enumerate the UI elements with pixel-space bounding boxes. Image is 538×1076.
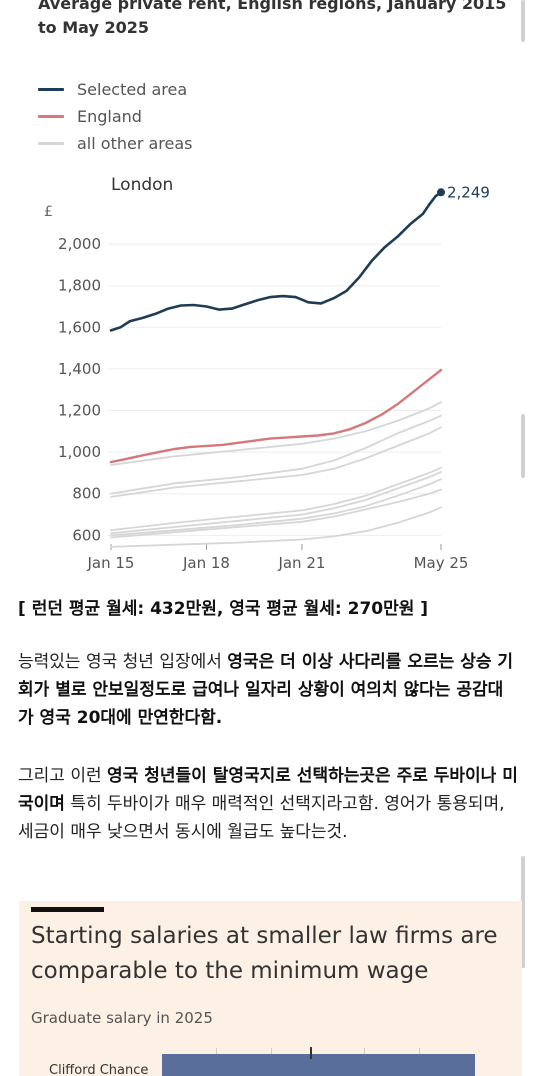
chart-legend: Selected area England all other areas xyxy=(38,76,193,157)
legend-item-england: England xyxy=(38,103,193,130)
legend-swatch-england xyxy=(38,115,64,118)
y-tick-label: 600 xyxy=(72,526,101,544)
paragraph-1-text: 능력있는 영국 청년 입장에서 xyxy=(18,652,228,672)
series-line-england xyxy=(109,368,443,464)
x-tick-label: Jan 15 xyxy=(87,554,135,572)
series-line-other xyxy=(110,401,442,466)
gridlines xyxy=(108,243,442,550)
rent-line-chart: 600 800 1,000 1,200 1,400 1,600 1,800 2,000 Jan… xyxy=(44,175,490,572)
rent-caption: [ 런던 평균 월세: 432만원, 영국 평균 월세: 270만원 ] xyxy=(18,599,429,619)
paragraph-2-bold: 영국 청년들이 탈영국지로 선택하는곳은 주로 두바이나 미국이며 xyxy=(18,766,518,814)
chart-title: Average private rent, English regions, J… xyxy=(38,0,507,37)
y-axis-labels: 600 800 1,000 1,200 1,400 1,600 1,800 2,000 xyxy=(58,235,101,544)
x-tick-label: Jan 18 xyxy=(182,554,230,572)
series-line-other xyxy=(110,506,442,548)
legend-item-other: all other areas xyxy=(38,130,193,157)
salary-chart-card: Starting salaries at smaller law firms a… xyxy=(19,901,522,1076)
paragraph-2: 그리고 이런 영국 청년들이 탈영국지로 선택하는곳은 주로 두바이나 미국이며… xyxy=(18,762,518,846)
x-tick-label: May 25 xyxy=(414,554,469,572)
legend-label: England xyxy=(77,107,142,126)
card-title: Starting salaries at smaller law firms a… xyxy=(31,923,498,984)
salary-bar xyxy=(162,1054,475,1076)
series-line-other xyxy=(110,470,442,535)
series-line-other xyxy=(110,426,442,498)
y-tick-label: 800 xyxy=(72,485,101,503)
end-point-marker xyxy=(437,188,445,197)
scrollbar-thumb[interactable] xyxy=(521,856,525,968)
paragraph-1: 능력있는 영국 청년 입장에서 영국은 더 이상 사다리를 오르는 상승 기회가… xyxy=(18,648,518,732)
x-tick-label: Jan 21 xyxy=(277,554,325,572)
y-tick-label: 1,600 xyxy=(58,318,101,336)
y-tick-label: 1,400 xyxy=(58,360,101,378)
paragraph-1-bold: 영국은 더 이상 사다리를 오르는 상승 기회가 별로 안보일정도로 급여나 일… xyxy=(18,652,514,728)
y-tick-label: 1,800 xyxy=(58,277,101,295)
minimum-wage-marker xyxy=(310,1047,312,1059)
panel-label: London xyxy=(111,175,173,195)
end-value-label: 2,249 xyxy=(447,183,490,201)
paragraph-2-text-cont: 특히 두바이가 매우 매력적인 선택지라고함. 영어가 통용되며, 세금이 매우… xyxy=(18,794,505,842)
paragraph-2-text: 그리고 이런 xyxy=(18,766,108,786)
y-unit-label: £ xyxy=(44,204,53,220)
series-line-other xyxy=(110,488,442,539)
card-accent-bar xyxy=(31,907,104,912)
bar-label: Clifford Chance xyxy=(49,1063,149,1076)
legend-swatch-selected xyxy=(38,88,64,91)
legend-label: Selected area xyxy=(77,80,188,99)
scrollbar-thumb[interactable] xyxy=(521,414,525,478)
y-tick-label: 1,000 xyxy=(58,443,101,461)
series-lines xyxy=(109,190,443,548)
legend-swatch-other xyxy=(38,142,64,145)
y-tick-label: 1,200 xyxy=(58,402,101,420)
scrollbar-thumb[interactable] xyxy=(521,0,525,42)
legend-item-selected: Selected area xyxy=(38,76,193,103)
series-line-other xyxy=(110,478,442,537)
series-line-other xyxy=(110,414,442,495)
x-axis-labels: Jan 15 Jan 18 Jan 21 May 25 xyxy=(87,554,469,572)
series-line-other xyxy=(110,466,442,532)
legend-label: all other areas xyxy=(77,134,193,153)
card-subtitle: Graduate salary in 2025 xyxy=(31,1009,213,1027)
y-tick-label: 2,000 xyxy=(58,235,101,253)
series-line-selected xyxy=(109,190,443,332)
